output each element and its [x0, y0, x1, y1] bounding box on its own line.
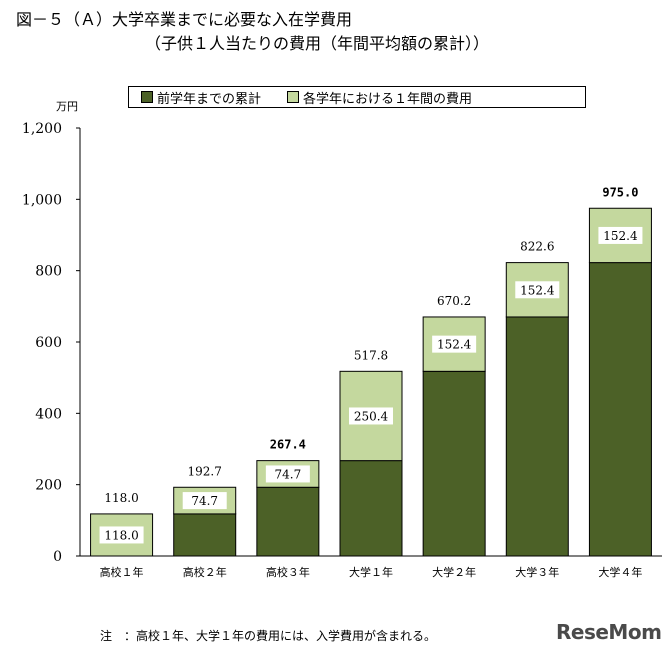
x-tick-label: 高校３年 [266, 565, 310, 579]
bar-cumulative [173, 513, 237, 557]
y-tick-label: 1,200 [22, 121, 62, 137]
y-tick-label: 1,000 [22, 192, 62, 208]
x-tick-label: 大学１年 [349, 565, 393, 579]
legend-swatch-annual [287, 91, 300, 103]
legend-label-cumulative: 前学年までの累計 [157, 91, 262, 107]
x-tick-label: 高校１年 [100, 565, 144, 579]
segment-label-box [182, 492, 227, 510]
x-tick-label: 大学４年 [598, 565, 642, 579]
x-tick-label: 高校２年 [183, 565, 227, 579]
segment-label-box [432, 335, 477, 353]
footnote: 注 ：高校１年、大学１年の費用には、入学費用が含まれる。 [100, 629, 437, 643]
total-label: 975.0 [602, 185, 638, 199]
total-label: 267.4 [270, 438, 306, 452]
total-label: 822.6 [520, 240, 554, 254]
segment-label: 152.4 [437, 338, 472, 352]
bar-chart: 万円 0 200 400 600 800 1,000 1,200 118.0 118.0 高校１年 7… [22, 100, 662, 579]
legend-item-cumulative: 前学年までの累計 [141, 88, 261, 107]
legend-swatch-cumulative [141, 91, 153, 103]
bar-cumulative [588, 262, 652, 557]
legend-item-annual: 各学年における１年間の費用 [287, 88, 472, 107]
segment-label-box [99, 526, 144, 544]
total-label: 118.0 [104, 491, 138, 505]
x-tick-label: 大学３年 [515, 565, 559, 579]
segment-label-box [265, 465, 310, 483]
legend: 前学年までの累計 各学年における１年間の費用 [128, 86, 586, 108]
segment-label: 152.4 [520, 283, 555, 297]
x-tick-label: 大学２年 [432, 565, 476, 579]
segment-label: 74.7 [191, 494, 218, 508]
y-tick-label: 800 [35, 264, 62, 280]
segment-label-box [349, 407, 393, 425]
y-tick-label: 400 [35, 406, 62, 422]
segment-label-box [515, 281, 560, 299]
bar-cumulative [505, 316, 569, 557]
resemom-logo: ReseMom [556, 620, 662, 644]
y-tick-label: 200 [35, 478, 62, 494]
bar-cumulative [339, 460, 403, 557]
y-tick-label: 0 [53, 549, 62, 565]
segment-label-box [598, 226, 643, 244]
bar-cumulative [422, 370, 486, 557]
chart-subtitle: （子供１人当たりの費用（年間平均額の累計）） [145, 34, 490, 53]
segment-label: 118.0 [104, 528, 138, 542]
chart-title: 図－５（Ａ）大学卒業までに必要な入在学費用 [16, 10, 353, 29]
legend-label-annual: 各学年における１年間の費用 [303, 91, 473, 107]
total-label: 517.8 [354, 348, 388, 362]
total-label: 192.7 [188, 464, 222, 478]
logo-text: ReseMom [556, 620, 662, 644]
segment-label: 74.7 [274, 467, 301, 481]
segment-label: 250.4 [354, 409, 389, 423]
y-axis-unit: 万円 [56, 100, 78, 113]
total-label: 670.2 [437, 294, 471, 308]
bar-cumulative [256, 486, 320, 557]
segment-label: 152.4 [603, 229, 638, 243]
y-tick-label: 600 [35, 335, 62, 351]
